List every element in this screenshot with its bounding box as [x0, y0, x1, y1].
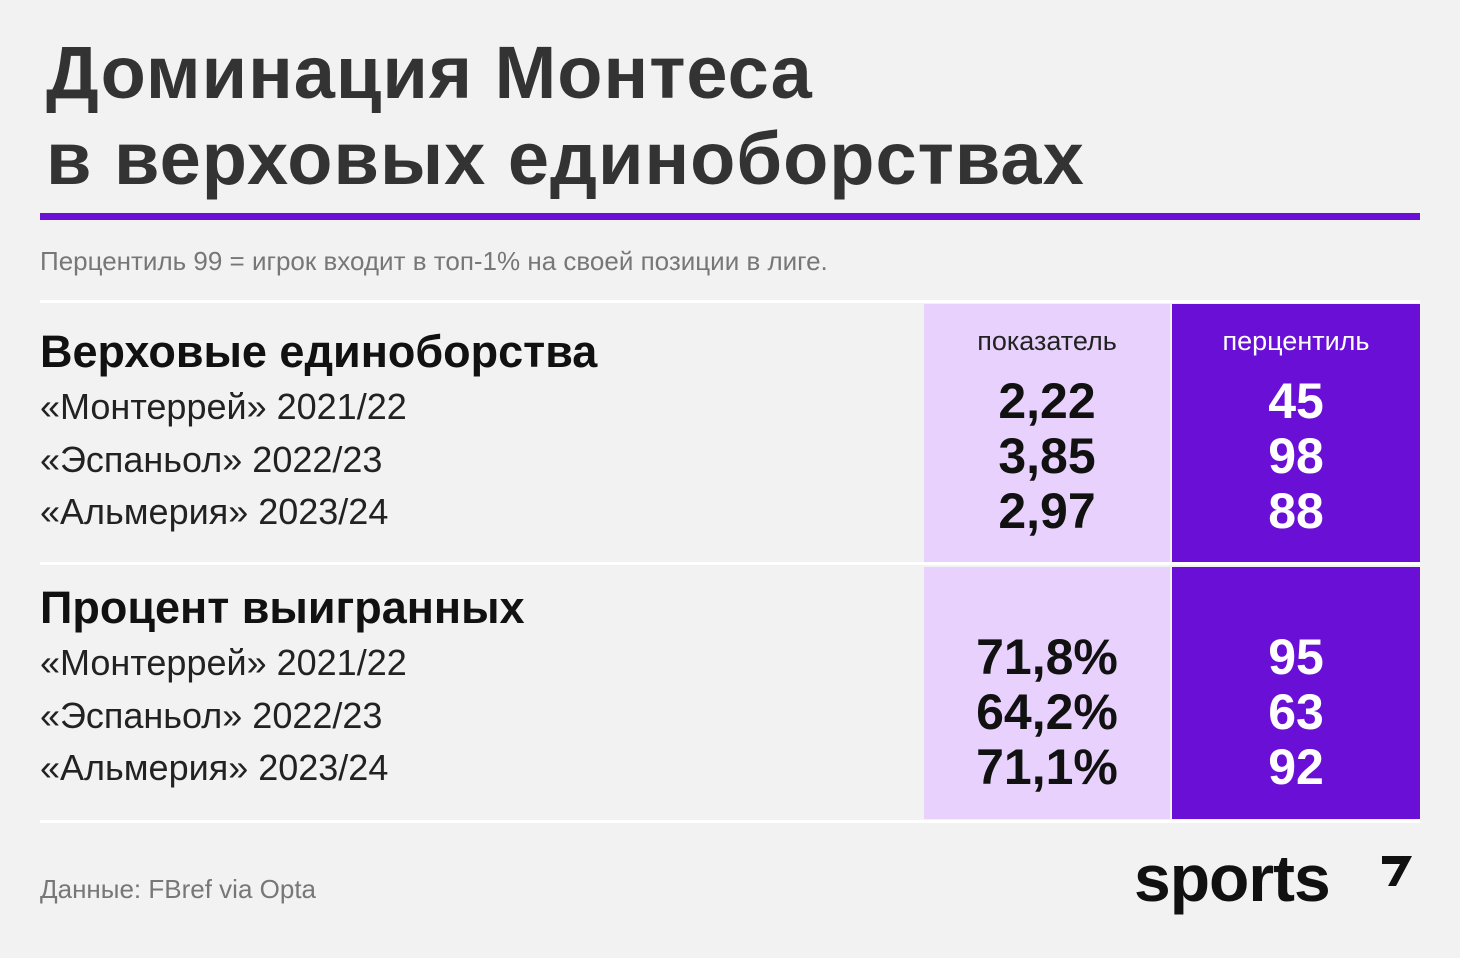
value-cell: 2,22 [998, 373, 1096, 429]
percentile-column-bg-2 [1172, 567, 1420, 819]
row-label: «Эспаньол» 2022/23 [40, 439, 383, 480]
percentile-cell: 45 [1268, 373, 1324, 429]
percentile-cell: 63 [1268, 684, 1324, 740]
row-label: «Эспаньол» 2022/23 [40, 695, 383, 736]
column-header-percentile: перцентиль [1222, 326, 1370, 356]
column-header-value: показатель [977, 326, 1117, 356]
percentile-cell: 88 [1268, 483, 1324, 539]
page-title: Доминация Монтеса в верховых единоборств… [46, 30, 1246, 202]
sports-logo-mark-icon [1382, 856, 1412, 886]
section-title-aerial-duels: Верховые единоборства [40, 326, 598, 377]
section-title-win-percentage: Процент выигранных [40, 582, 525, 633]
value-column-bg-2 [924, 567, 1170, 819]
title-line-2: в верховых единоборствах [46, 117, 1085, 200]
value-cell: 71,1% [976, 739, 1118, 795]
percentile-cell: 98 [1268, 428, 1324, 484]
percentile-column-bg-1 [1172, 304, 1420, 562]
title-line-1: Доминация Монтеса [46, 31, 813, 114]
percentile-cell: 92 [1268, 739, 1324, 795]
subtitle: Перцентиль 99 = игрок входит в топ-1% на… [40, 246, 828, 276]
table-bottom-divider [40, 820, 1420, 823]
row-label: «Монтеррей» 2021/22 [40, 386, 407, 427]
value-cell: 64,2% [976, 684, 1118, 740]
value-cell: 2,97 [998, 483, 1096, 539]
row-label: «Монтеррей» 2021/22 [40, 642, 407, 683]
sports-logo: sports [1134, 841, 1331, 915]
value-cell: 3,85 [998, 428, 1096, 484]
value-column-bg-1 [924, 304, 1170, 562]
section-divider [40, 562, 1420, 565]
row-label: «Альмерия» 2023/24 [40, 491, 389, 532]
percentile-cell: 95 [1268, 629, 1324, 685]
row-label: «Альмерия» 2023/24 [40, 747, 389, 788]
title-divider [40, 213, 1420, 220]
value-cell: 71,8% [976, 629, 1118, 685]
table-top-divider [40, 300, 1420, 303]
data-source: Данные: FBref via Opta [40, 874, 316, 904]
